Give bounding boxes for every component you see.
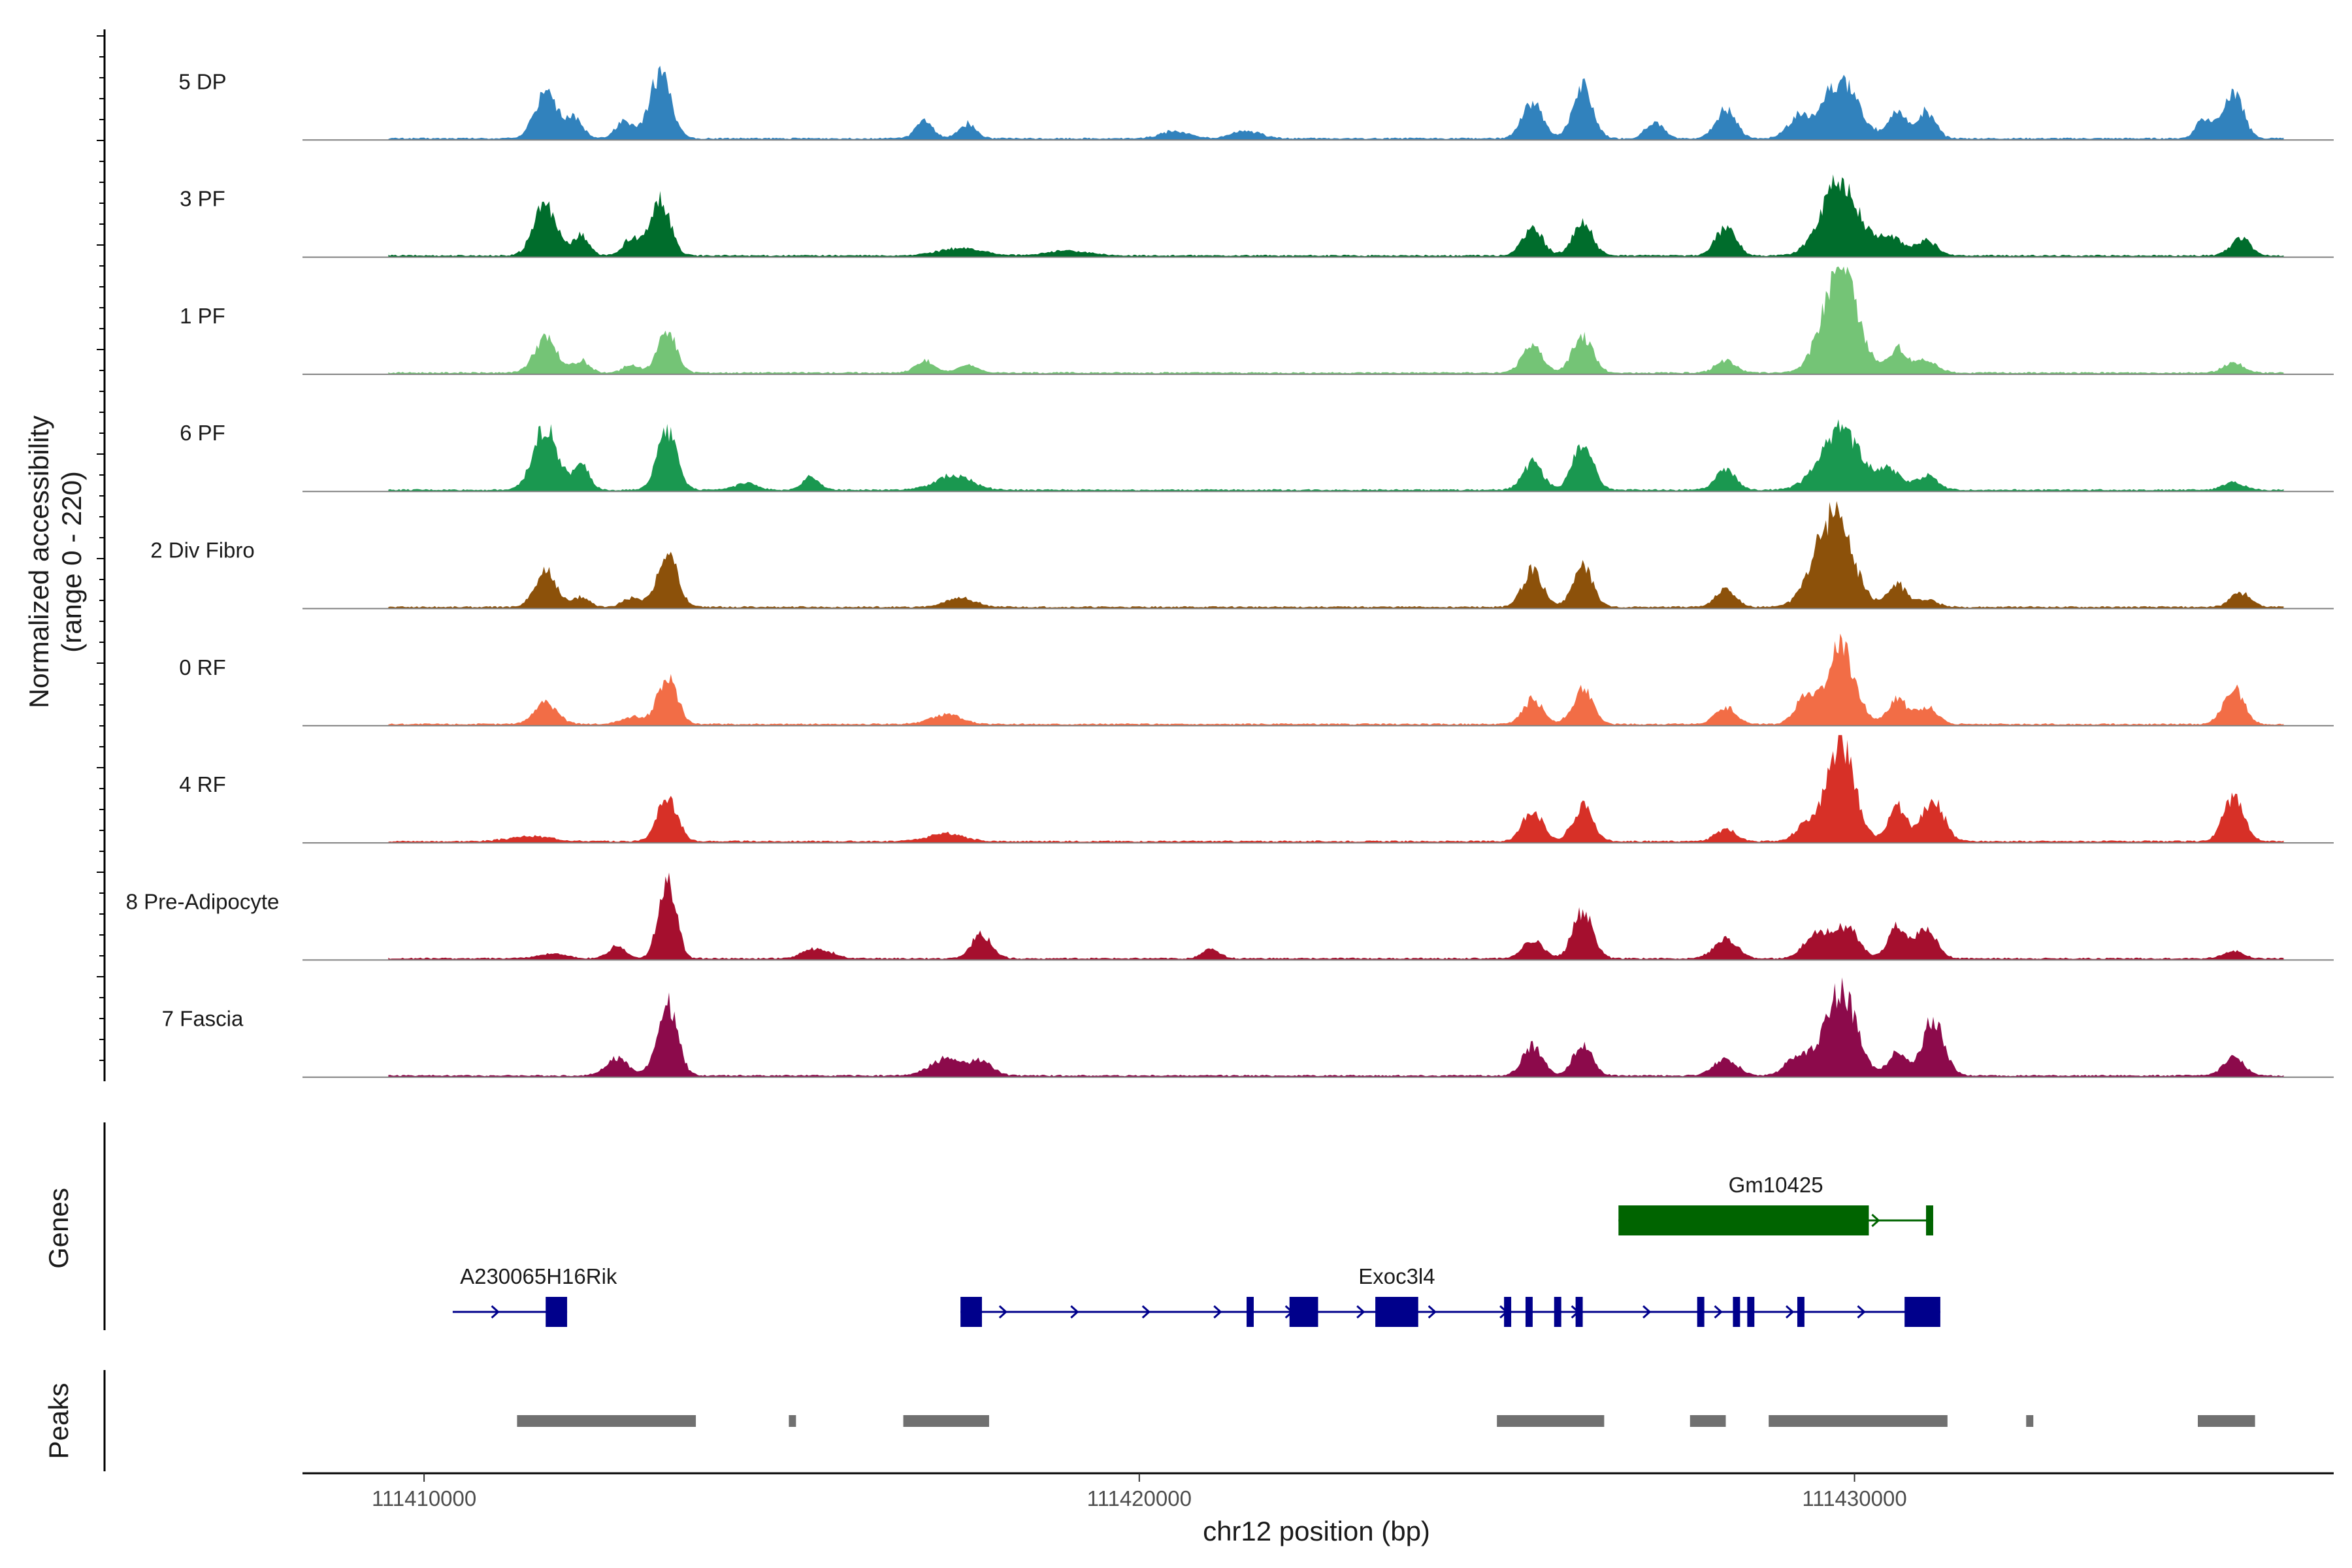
peak-region xyxy=(789,1415,796,1427)
peak-region xyxy=(903,1415,989,1427)
gene-exon xyxy=(1504,1297,1512,1327)
coverage-track: 1 PF xyxy=(180,266,2334,375)
x-tick-label: 111430000 xyxy=(1802,1486,1906,1511)
peak-region xyxy=(2198,1415,2255,1427)
coverage-area xyxy=(388,872,2284,960)
y-axis-title-line2: (range 0 - 220) xyxy=(56,471,87,653)
track-label: 2 Div Fibro xyxy=(150,538,255,563)
gene-label: A230065H16Rik xyxy=(460,1264,617,1288)
gene-exon xyxy=(1797,1297,1805,1327)
gene-exon xyxy=(1904,1297,1940,1327)
coverage-area xyxy=(388,65,2284,140)
gene-exon xyxy=(1525,1297,1533,1327)
coverage-area xyxy=(388,266,2284,374)
gene-exon xyxy=(1289,1297,1318,1327)
track-label: 6 PF xyxy=(180,421,225,445)
gene-exon xyxy=(1247,1297,1254,1327)
coverage-tracks: 5 DP 3 PF 1 PF 6 PF 2 Div Fibro 0 RF 4 RF 8 Pre… xyxy=(126,65,2334,1078)
gene-exon xyxy=(1618,1205,1869,1235)
gene: Gm10425 xyxy=(1618,1173,1933,1235)
track-label: 0 RF xyxy=(179,655,226,679)
coverage-area xyxy=(388,174,2284,257)
coverage-track: 8 Pre-Adipocyte xyxy=(126,872,2334,961)
gene-exon xyxy=(1697,1297,1705,1327)
peak-region xyxy=(1690,1415,1726,1427)
coverage-track: 7 Fascia xyxy=(162,977,2334,1078)
strand-arrow xyxy=(1356,1305,1365,1319)
strand-arrow xyxy=(998,1305,1008,1319)
y-axis-title-line1: Normalized accessibility xyxy=(24,416,54,708)
coverage-track: 4 RF xyxy=(179,735,2334,844)
track-label: 1 PF xyxy=(180,304,225,328)
x-tick-label: 111410000 xyxy=(372,1486,476,1511)
peak-region xyxy=(517,1415,696,1427)
track-label: 5 DP xyxy=(178,69,226,93)
coverage-track: 5 DP xyxy=(178,65,2334,141)
strand-arrow xyxy=(1428,1305,1437,1319)
strand-arrow xyxy=(1786,1305,1795,1319)
coverage-track: 6 PF xyxy=(180,419,2334,493)
gene-exon xyxy=(1575,1297,1583,1327)
coverage-track: 0 RF xyxy=(179,633,2334,727)
x-tick-label: 111420000 xyxy=(1087,1486,1192,1511)
track-label: 8 Pre-Adipocyte xyxy=(126,889,280,913)
genes-track-title: Genes xyxy=(43,1188,74,1269)
genes-track: Gm10425 A230065H16Rik Exoc3l4 xyxy=(452,1173,1940,1327)
gene-exon xyxy=(1747,1297,1755,1327)
gene-exon xyxy=(960,1297,982,1327)
peaks-track-title: Peaks xyxy=(43,1383,74,1460)
gene-exon xyxy=(1733,1297,1740,1327)
gene: A230065H16Rik xyxy=(452,1264,617,1327)
coverage-area xyxy=(388,735,2284,843)
strand-arrow xyxy=(1714,1305,1723,1319)
gene-exon xyxy=(546,1297,568,1327)
gene-label: Exoc3l4 xyxy=(1358,1264,1435,1288)
strand-arrow xyxy=(1070,1305,1079,1319)
track-label: 3 PF xyxy=(180,187,225,211)
strand-arrow xyxy=(1857,1305,1866,1319)
coverage-area xyxy=(388,977,2284,1077)
coverage-track: 3 PF xyxy=(180,174,2334,258)
strand-arrow xyxy=(1213,1305,1222,1319)
coverage-area xyxy=(388,419,2284,492)
strand-arrow xyxy=(1642,1305,1652,1319)
peak-region xyxy=(1497,1415,1605,1427)
strand-arrow xyxy=(1871,1213,1880,1228)
peak-region xyxy=(1769,1415,1948,1427)
track-label: 7 Fascia xyxy=(162,1007,244,1031)
coverage-area xyxy=(388,633,2284,726)
gene-exon xyxy=(1554,1297,1561,1327)
x-axis: 111410000 111420000 111430000 xyxy=(302,1472,2334,1511)
strand-arrow xyxy=(491,1305,500,1319)
coverage-y-axis xyxy=(97,29,106,1081)
gene-exon xyxy=(1375,1297,1418,1327)
x-axis-title: chr12 position (bp) xyxy=(1203,1516,1430,1546)
peak-region xyxy=(2026,1415,2034,1427)
peaks-track xyxy=(517,1415,2255,1427)
gene: Exoc3l4 xyxy=(960,1264,1940,1327)
coverage-track: 2 Div Fibro xyxy=(150,500,2334,610)
gene-exon xyxy=(1926,1205,1933,1235)
gene-label: Gm10425 xyxy=(1729,1173,1823,1197)
strand-arrow xyxy=(1141,1305,1151,1319)
coverage-area xyxy=(388,500,2284,609)
track-label: 4 RF xyxy=(179,772,226,796)
